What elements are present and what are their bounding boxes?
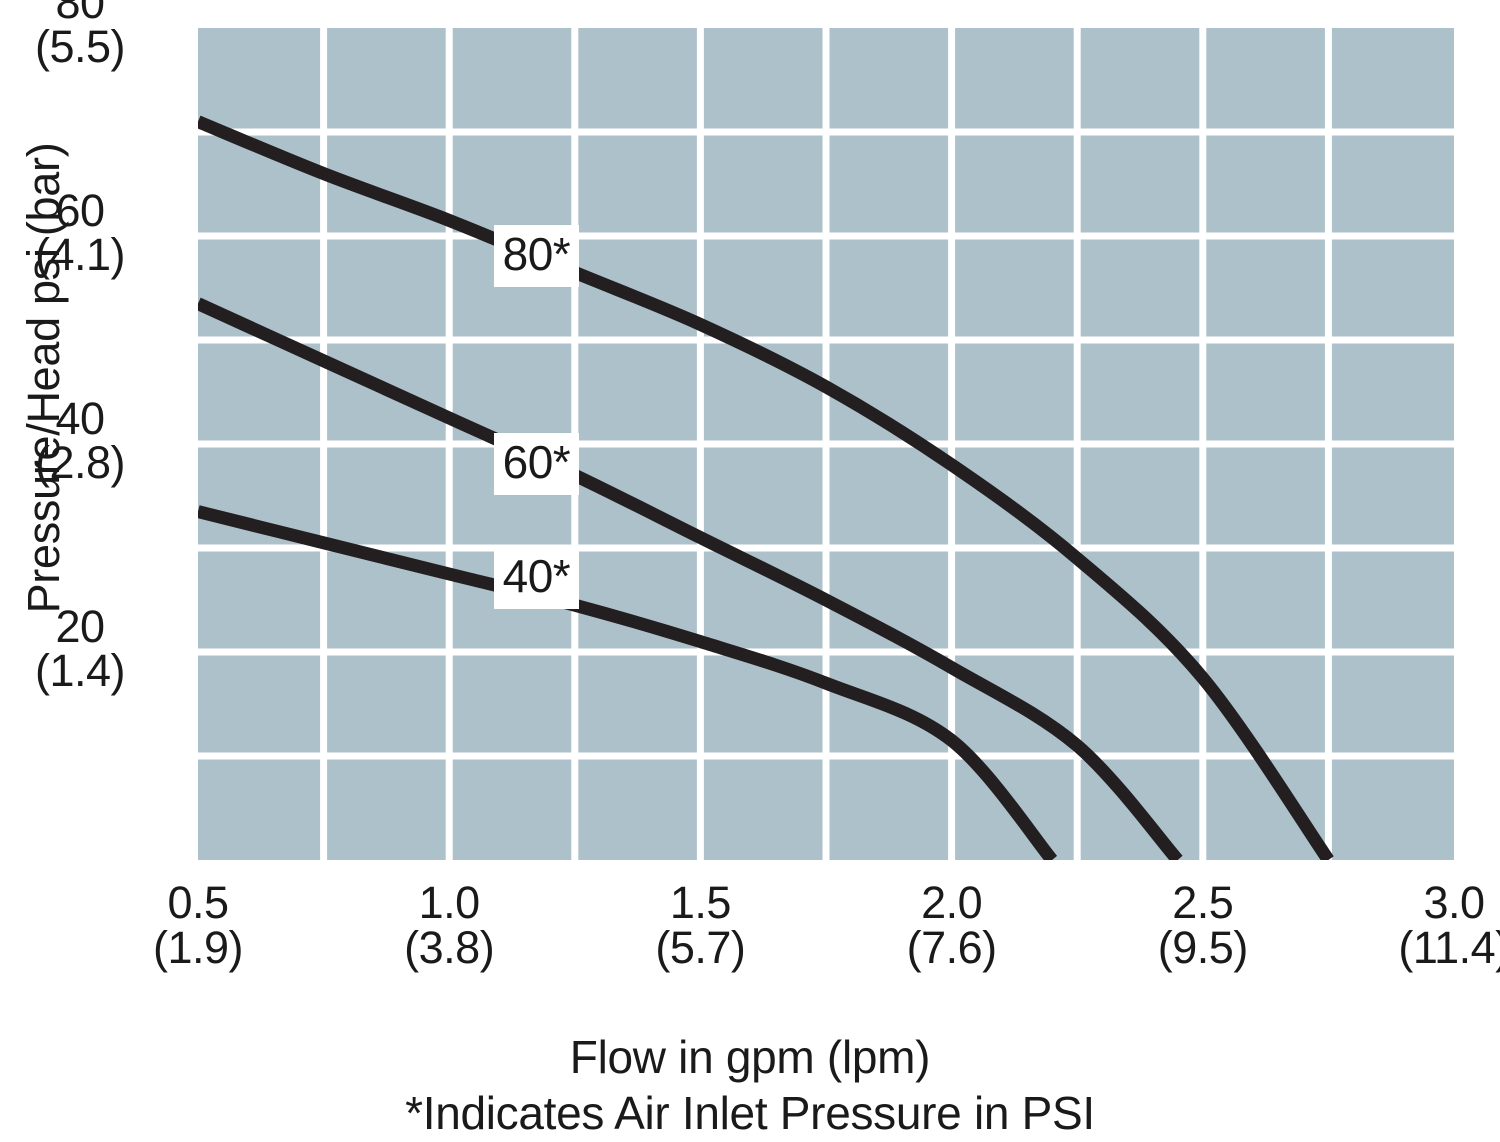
series-label-60: 60* — [493, 432, 580, 495]
y-tick-primary: 20 — [55, 601, 105, 652]
x-axis-tick-label: 1.0 (3.8) — [329, 880, 569, 970]
x-tick-secondary: (7.6) — [906, 922, 998, 973]
x-tick-secondary: (3.8) — [404, 922, 495, 973]
series-curve-40 — [198, 505, 1058, 860]
y-tick-secondary: (5.5) — [34, 21, 126, 73]
y-tick-primary: 40 — [55, 393, 105, 444]
y-axis-tick-label: 40 (2.8) — [0, 393, 180, 489]
chart-footnote: *Indicates Air Inlet Pressure in PSI — [405, 1087, 1095, 1139]
x-axis-tick-label: 2.0 (7.6) — [832, 880, 1072, 970]
y-tick-secondary: (1.4) — [34, 645, 126, 697]
x-axis-tick-label: 2.5 (9.5) — [1083, 880, 1323, 970]
y-tick-primary: 80 — [55, 0, 105, 28]
y-tick-secondary: (4.1) — [34, 229, 126, 281]
y-axis-tick-label: 80 (5.5) — [0, 0, 180, 69]
x-tick-primary: 1.5 — [669, 877, 732, 928]
grid-lines — [198, 28, 1454, 860]
x-tick-secondary: (1.9) — [152, 922, 244, 973]
series-label-80: 80* — [493, 224, 580, 287]
y-tick-primary: 60 — [55, 185, 105, 236]
plot-area — [198, 28, 1454, 860]
y-axis-tick-label: 20 (1.4) — [0, 601, 180, 697]
y-tick-secondary: (2.8) — [34, 437, 126, 489]
x-axis-tick-label: 0.5 (1.9) — [78, 880, 318, 970]
x-tick-secondary: (5.7) — [655, 922, 746, 973]
x-tick-primary: 3.0 — [1423, 877, 1485, 928]
series-curve-80 — [198, 115, 1334, 860]
x-axis-tick-label: 3.0 (11.4) — [1334, 880, 1500, 970]
x-tick-primary: 1.0 — [418, 877, 481, 928]
series-label-40: 40* — [493, 547, 580, 610]
y-axis-tick-label: 60 (4.1) — [0, 185, 180, 281]
curve-lines — [198, 115, 1334, 860]
x-axis-title: Flow in gpm (lpm) — [569, 1031, 931, 1083]
x-axis-tick-label: 1.5 (5.7) — [580, 880, 820, 970]
series-curve-60 — [198, 297, 1183, 860]
x-tick-primary: 0.5 — [167, 877, 229, 928]
x-tick-secondary: (9.5) — [1157, 922, 1249, 973]
x-tick-primary: 2.5 — [1172, 877, 1234, 928]
x-tick-primary: 2.0 — [921, 877, 983, 928]
x-tick-secondary: (11.4) — [1398, 922, 1500, 973]
